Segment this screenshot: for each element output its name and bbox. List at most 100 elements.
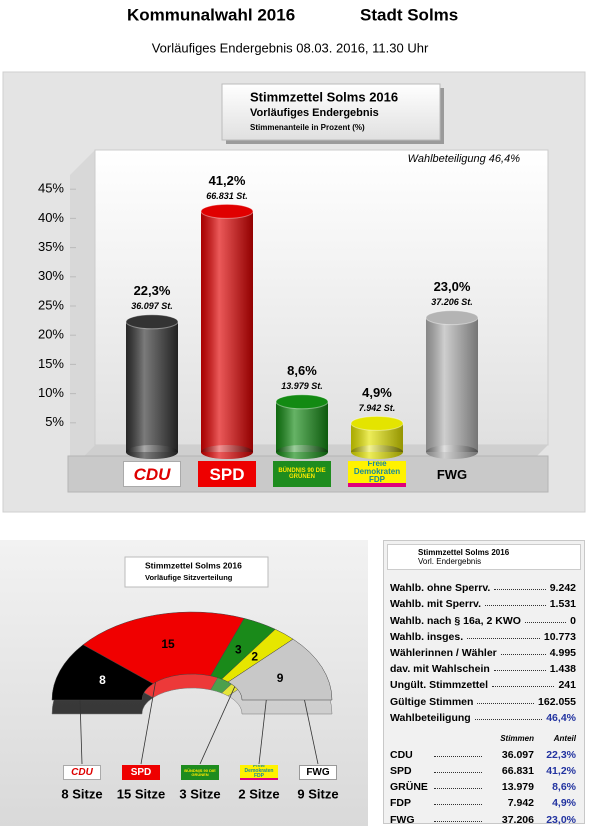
leader-dots (434, 788, 482, 790)
party-logo: FWG (436, 466, 468, 482)
value-label: 4,9% (362, 385, 392, 400)
table-row: Gültige Stimmen 162.055 (384, 691, 584, 708)
row-label: Wahlb. mit Sperrv. (390, 598, 482, 611)
party-logo: BÜNDNIS 90 DIE GRÜNEN (181, 765, 219, 780)
table-row: Wahlbeteiligung 46,4% (384, 708, 584, 724)
bar-cap (275, 394, 329, 410)
row-label: Wahlb. ohne Sperrv. (390, 582, 491, 595)
vote-label: 13.979 St. (281, 381, 323, 391)
side-wall (70, 150, 95, 470)
row-value: 1.438 (549, 663, 576, 676)
row-label: Wählerinnen / Wähler (390, 646, 497, 659)
vote-label: 37.206 St. (431, 297, 473, 307)
bar-shine-base (126, 445, 178, 459)
leader-dots (500, 653, 546, 655)
vote-label: 36.097 St. (131, 301, 173, 311)
row-label: Ungült. Stimmzettel (390, 679, 489, 692)
party-logo: Freie Demokraten FDP (240, 765, 278, 780)
row-label: dav. mit Wahlschein (390, 663, 490, 676)
y-tick-label: 25% (38, 297, 64, 312)
party-logo: FWG (299, 765, 337, 780)
party-logo: SPD (198, 461, 256, 487)
bar-shine (126, 321, 178, 452)
row-label: Wahlb. insges. (390, 630, 464, 643)
bar-cap (200, 203, 254, 219)
party-row: GRÜNE 13.979 8,6% (384, 777, 584, 793)
spacer (390, 734, 486, 743)
y-tick-label: 35% (38, 239, 64, 254)
annotation: Wahlbeteiligung 46,4% (408, 153, 521, 165)
party-row: CDU 36.097 22,3% (384, 745, 584, 761)
table-row: Ungült. Stimmzettel 241 (384, 675, 584, 691)
leader-dots (492, 686, 555, 688)
leader-dots (434, 820, 482, 822)
row-value: 46,4% (546, 711, 576, 724)
title-box (221, 83, 441, 141)
bar-shine-base (201, 445, 253, 459)
party-row: FDP 7.942 4,9% (384, 793, 584, 809)
row-label: Gültige Stimmen (390, 695, 474, 708)
party-name: CDU (390, 748, 413, 761)
party-logo: CDU (123, 461, 181, 487)
party-share: 41,2% (546, 765, 576, 778)
table-title-box: Stimmzettel Solms 2016 Vorl. Endergebnis (387, 544, 581, 570)
table-row: Wählerinnen / Wähler 4.995 (384, 643, 584, 659)
bar-shine (426, 317, 478, 452)
table-row: Wahlb. nach § 16a, 2 KWO 0 (384, 610, 584, 627)
bar-shine (201, 211, 253, 452)
seat-segment (227, 638, 333, 701)
party-share: 22,3% (546, 748, 576, 761)
row-value: 10.773 (543, 630, 576, 643)
row-value: 241 (558, 679, 576, 692)
result-table: Stimmzettel Solms 2016 Vorl. Endergebnis… (383, 540, 585, 826)
y-tick-label: 30% (38, 268, 64, 283)
party-name: GRÜNE (390, 781, 428, 794)
bar-cap (350, 415, 404, 431)
party-share: 4,9% (552, 797, 576, 810)
table-title: Stimmzettel Solms 2016 (418, 548, 510, 557)
seat-count: 3 (235, 642, 242, 656)
seat-label: 9 Sitze (297, 786, 338, 801)
leader-dots (434, 772, 482, 774)
row-value: 4.995 (549, 646, 576, 659)
seat-label: 8 Sitze (61, 786, 102, 801)
bar-title: Stimmzettel Solms 2016 (250, 89, 398, 104)
page-title: Kommunalwahl 2016 (127, 5, 295, 24)
bar-cap (125, 314, 179, 330)
row-value: 0 (570, 614, 576, 627)
row-label: Wahlbeteiligung (390, 711, 471, 724)
leader-dots (494, 589, 546, 591)
seat-title: Stimmzettel Solms 2016 (145, 560, 242, 570)
party-share: 23,0% (546, 813, 576, 826)
leader-line (79, 693, 83, 765)
party-name: SPD (390, 765, 412, 778)
bar-shine (276, 401, 328, 452)
party-votes: 7.942 (507, 797, 534, 810)
y-tick-label: 15% (38, 356, 64, 371)
row-label: Wahlb. nach § 16a, 2 KWO (390, 614, 521, 627)
party-header: Stimmen Anteil (384, 730, 584, 745)
value-label: 41,2% (209, 173, 246, 188)
seat-count: 8 (99, 673, 106, 687)
party-logo: SPD (122, 765, 160, 780)
bar-shine-base (276, 445, 328, 459)
seat-count: 9 (277, 671, 284, 685)
party-votes: 36.097 (501, 748, 534, 761)
y-tick-label: 45% (38, 181, 64, 196)
table-subtitle: Vorl. Endergebnis (418, 557, 482, 566)
bar-shine-base (426, 445, 478, 459)
y-tick-label: 40% (38, 210, 64, 225)
leader-dots (524, 621, 567, 623)
seat-label: 15 Sitze (117, 786, 165, 801)
leader-dots (485, 605, 546, 607)
seat-count: 2 (251, 649, 258, 663)
row-value: 162.055 (538, 695, 576, 708)
vote-label: 7.942 St. (359, 403, 396, 413)
table-rows: Wahlb. ohne Sperrv. 9.242 Wahlb. mit Sperr… (384, 578, 584, 826)
seat-label: 3 Sitze (179, 786, 220, 801)
seat-subtitle: Vorläufige Sitzverteilung (145, 573, 233, 582)
party-logo: CDU (63, 765, 101, 780)
vote-label: 66.831 St. (206, 191, 248, 201)
